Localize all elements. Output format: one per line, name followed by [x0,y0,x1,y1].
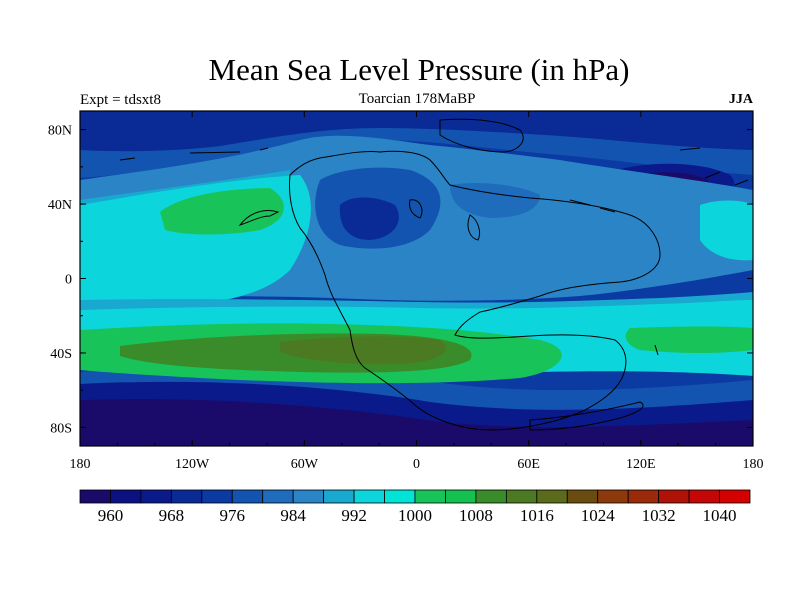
colorbar-swatch [170,489,203,504]
colorbar-swatch [262,489,294,504]
colorbar-label: 1032 [642,506,676,525]
colorbar-swatch [353,489,385,504]
colorbar-swatch [536,489,568,504]
colorbar-label: 1040 [703,506,737,525]
colorbar-swatch [445,489,477,504]
y-tick-label: 0 [65,273,72,288]
colorbar-label: 1016 [520,506,554,525]
y-tick-label: 40N [48,198,72,213]
y-tick-label: 40S [50,347,72,362]
y-tick-label: 80S [50,421,72,436]
colorbar-label: 960 [98,506,124,525]
colorbar-swatch [110,489,142,504]
colorbar-swatch [414,489,446,504]
x-tick-label: 180 [743,457,764,472]
colorbar-label: 976 [220,506,246,525]
colorbar-swatch [566,489,599,504]
x-tick-label: 60E [517,457,540,472]
experiment-label: Expt = tdsxt8 [80,92,161,108]
pressure-field [80,111,753,446]
colorbar-label: 968 [159,506,185,525]
colorbar-swatch [597,489,629,504]
colorbar-swatch [231,489,264,504]
axis-ticks: 180 120W 60W 0 60E 120E 180 80N 40N 0 40S 80S [48,111,764,472]
plot-title: Mean Sea Level Pressure (in hPa) [208,52,630,87]
colorbar-swatch [384,489,416,504]
x-tick-label: 180 [70,457,91,472]
colorbar-swatch [627,489,660,504]
colorbar-swatch [323,489,355,504]
period-label: Toarcian 178MaBP [358,91,476,107]
season-label: JJA [728,92,753,107]
coastlines [119,118,749,431]
colorbar-label: 984 [280,506,306,525]
colorbar-swatch [201,489,233,504]
colorbar-swatch [79,489,111,504]
colorbar-swatch [505,489,538,504]
colorbar-swatch [140,489,172,504]
x-tick-label: 60W [291,457,319,472]
colorbar-swatch [719,489,751,504]
colorbar-label: 992 [341,506,367,525]
colorbar-swatch [475,489,507,504]
colorbar-label: 1000 [398,506,432,525]
x-tick-label: 0 [413,457,420,472]
colorbar-label: 1024 [581,506,616,525]
colorbar-swatch [658,489,690,504]
colorbar-label: 1008 [459,506,493,525]
colorbar-swatch [688,489,720,504]
colorbar: 960 968 976 984 992 1000 1008 1016 1024 1032 1040 [79,489,751,525]
x-tick-label: 120E [626,457,656,472]
x-tick-label: 120W [175,457,210,472]
y-tick-label: 80N [48,124,72,139]
colorbar-swatch [292,489,325,504]
